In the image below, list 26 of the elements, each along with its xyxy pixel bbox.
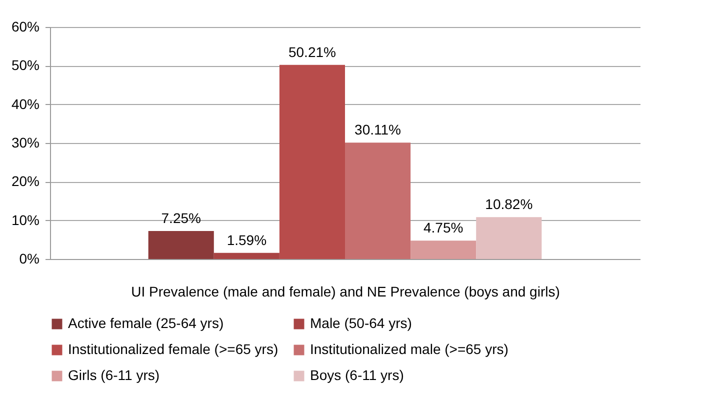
legend-label: Active female (25-64 yrs) — [68, 315, 224, 331]
legend-label: Institutionalized female (>=65 yrs) — [68, 341, 278, 357]
bar — [345, 142, 411, 259]
y-tick-label: 20% — [11, 173, 40, 190]
y-tick-label: 60% — [11, 18, 40, 34]
x-axis-title: UI Prevalence (male and female) and NE Prevalence (boys and girls) — [131, 284, 560, 300]
y-tick-label: 10% — [11, 212, 40, 228]
y-tick-label: 0% — [19, 250, 40, 266]
legend-label: Male (50-64 yrs) — [310, 315, 412, 331]
bar — [476, 217, 542, 259]
y-tick-label: 50% — [11, 57, 40, 74]
y-tick-label: 30% — [11, 134, 40, 150]
y-tick-label: 40% — [11, 96, 40, 112]
legend-label: Boys (6-11 yrs) — [310, 367, 404, 383]
bar — [279, 64, 345, 259]
data-label: 1.59% — [226, 232, 267, 248]
data-label: 50.21% — [288, 44, 336, 60]
data-label: 7.25% — [161, 210, 201, 226]
data-label: 30.11% — [354, 122, 402, 138]
bar — [148, 230, 214, 259]
data-label: 4.75% — [423, 220, 464, 236]
legend-label: Girls (6-11 yrs) — [68, 367, 160, 383]
bar — [410, 240, 476, 259]
data-label: 10.82% — [485, 196, 533, 212]
bar — [214, 252, 280, 259]
legend-label: Institutionalized male (>=65 yrs) — [310, 341, 508, 357]
